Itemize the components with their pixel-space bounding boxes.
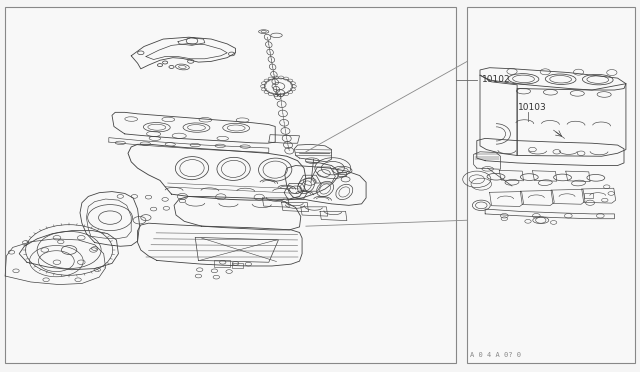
Text: 10103: 10103 bbox=[518, 103, 547, 112]
Bar bbox=[338, 172, 346, 176]
Text: 10102: 10102 bbox=[482, 76, 511, 84]
Bar bbox=[5, 7, 456, 363]
Bar bbox=[214, 260, 230, 267]
Bar bbox=[232, 263, 243, 268]
Bar bbox=[467, 7, 635, 363]
Text: A 0 4 A 0? 0: A 0 4 A 0? 0 bbox=[470, 352, 522, 358]
Bar bbox=[584, 193, 593, 198]
